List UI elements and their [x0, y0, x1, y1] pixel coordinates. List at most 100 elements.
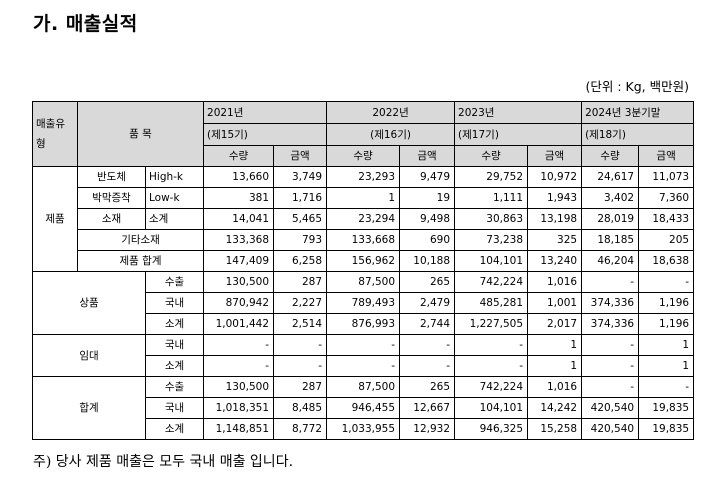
table-row: 합계 수출 130,500 287 87,500 265 742,224 1,0…	[32, 376, 695, 440]
cell: 742,224	[454, 271, 529, 293]
cell: -	[638, 376, 695, 398]
cell: 133,368	[203, 229, 275, 251]
cell: -	[581, 355, 640, 377]
cell: 104,101	[454, 397, 529, 419]
table-row: 박막증착 Low-k 381 1,716 1 19 1,111 1,943 3,…	[33, 187, 695, 209]
header-amt: 금액	[638, 145, 695, 167]
row-label: 기타소재	[76, 229, 205, 251]
cell: 29,752	[454, 166, 529, 188]
cell: 73,238	[454, 229, 529, 251]
row-label: 소계	[144, 418, 205, 440]
group-line-2: 박막증착	[77, 187, 146, 209]
table-row: 소계 1,001,442 2,514 876,993 2,744 1,227,5…	[33, 313, 695, 335]
table-row: 상품 수출 130,500 287 87,500 265 742,224 1,0…	[32, 271, 695, 335]
cell: 1,196	[638, 292, 695, 314]
header-term-16: (제16기)	[326, 123, 456, 146]
cell: 9,498	[399, 208, 456, 230]
cell: 130,500	[203, 376, 275, 398]
cell: 1,148,851	[203, 418, 275, 440]
cell: 793	[273, 229, 328, 251]
table-row: 소재 소계 14,041 5,465 23,294 9,498 30,863 1…	[33, 208, 695, 230]
header-amt: 금액	[527, 145, 583, 167]
type-product: 제품	[32, 166, 78, 272]
header-type: 매출유형	[32, 101, 78, 167]
row-label: High-k	[144, 166, 205, 188]
type-sum: 합계	[32, 376, 146, 440]
header-period-2022: 2022년	[326, 101, 456, 124]
cell: 690	[399, 229, 456, 251]
type-goods: 상품	[32, 271, 146, 335]
cell: 2,514	[273, 313, 328, 335]
type-lease: 임대	[32, 334, 146, 377]
cell: 870,942	[203, 292, 275, 314]
cell: 1,227,505	[454, 313, 529, 335]
cell: 11,073	[638, 166, 695, 188]
cell: 10,188	[399, 250, 456, 272]
header-qty: 수량	[203, 145, 275, 167]
cell: 18,433	[638, 208, 695, 230]
header-item: 품 목	[76, 101, 205, 167]
row-label: 소계	[144, 208, 205, 230]
cell: 156,962	[326, 250, 401, 272]
cell: 13,660	[203, 166, 275, 188]
table-row: 소계 1,148,851 8,772 1,033,955 12,932 946,…	[33, 418, 695, 440]
header-qty: 수량	[581, 145, 640, 167]
row-label: 제품 합계	[76, 250, 205, 272]
cell: 1	[638, 334, 695, 356]
header-term-17: (제17기)	[454, 123, 583, 146]
cell: 381	[203, 187, 275, 209]
row-label: Low-k	[144, 187, 205, 209]
cell: 8,485	[273, 397, 328, 419]
group-line-1: 반도체	[77, 166, 146, 188]
cell: 742,224	[454, 376, 529, 398]
cell: 3,402	[581, 187, 640, 209]
cell: -	[581, 334, 640, 356]
cell: 374,336	[581, 313, 640, 335]
header-period-2021: 2021년	[203, 101, 328, 124]
cell: 19	[399, 187, 456, 209]
cell: 6,258	[273, 250, 328, 272]
cell: 205	[638, 229, 695, 251]
cell: 12,932	[399, 418, 456, 440]
header-qty: 수량	[326, 145, 401, 167]
cell: 1,196	[638, 313, 695, 335]
cell: 1	[527, 334, 583, 356]
cell: 287	[273, 376, 328, 398]
cell: 1,001	[527, 292, 583, 314]
cell: 30,863	[454, 208, 529, 230]
row-label: 수출	[144, 376, 205, 398]
cell: 28,019	[581, 208, 640, 230]
cell: -	[454, 334, 529, 356]
cell: 3,749	[273, 166, 328, 188]
cell: 14,242	[527, 397, 583, 419]
cell: 946,455	[326, 397, 401, 419]
cell: 87,500	[326, 271, 401, 293]
cell: -	[203, 355, 275, 377]
unit-note: (단위 : Kg, 백만원)	[585, 79, 690, 94]
row-label: 소계	[144, 355, 205, 377]
cell: 420,540	[581, 397, 640, 419]
header-period-2024: 2024년 3분기말	[581, 101, 695, 124]
cell: 13,240	[527, 250, 583, 272]
section-title: 가. 매출실적	[33, 13, 138, 35]
cell: -	[326, 355, 401, 377]
cell: -	[399, 355, 456, 377]
row-label: 수출	[144, 271, 205, 293]
cell: -	[581, 376, 640, 398]
cell: 1	[638, 355, 695, 377]
cell: 5,465	[273, 208, 328, 230]
cell: 87,500	[326, 376, 401, 398]
cell: 7,360	[638, 187, 695, 209]
cell: 9,479	[399, 166, 456, 188]
cell: 104,101	[454, 250, 529, 272]
cell: 12,667	[399, 397, 456, 419]
cell: 14,041	[203, 208, 275, 230]
cell: 1,716	[273, 187, 328, 209]
cell: 1,016	[527, 271, 583, 293]
cell: 1,033,955	[326, 418, 401, 440]
cell: 946,325	[454, 418, 529, 440]
cell: 876,993	[326, 313, 401, 335]
cell: 147,409	[203, 250, 275, 272]
header-amt: 금액	[399, 145, 456, 167]
cell: 325	[527, 229, 583, 251]
